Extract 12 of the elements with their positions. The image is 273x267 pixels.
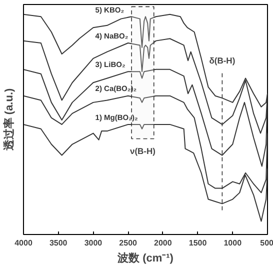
band-label: ν(B-H) [130, 146, 156, 156]
x-tick-label: 1500 [188, 238, 208, 248]
x-tick-label: 1000 [224, 238, 242, 248]
x-axis-title: 波数 (cm⁻¹) [116, 252, 174, 264]
y-axis-title: 透过率 (a.u.) [2, 88, 16, 152]
ref-line-label: δ(B-H) [209, 56, 236, 66]
x-tick-label: 500 [260, 238, 273, 248]
x-tick-label: 3500 [49, 238, 68, 248]
x-tick-label: 2500 [119, 238, 138, 248]
x-tick-label: 3000 [84, 238, 103, 248]
x-tick-label: 4000 [14, 238, 33, 248]
x-tick-label: 2000 [154, 238, 172, 248]
